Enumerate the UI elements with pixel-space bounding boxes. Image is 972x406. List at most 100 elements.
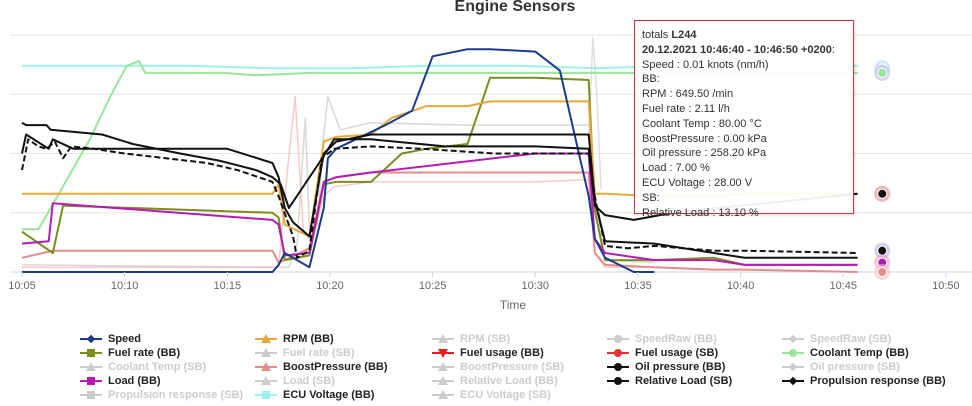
legend-label: ECU Voltage (BB) bbox=[283, 389, 375, 401]
legend-item[interactable]: Oil pressure (BB) bbox=[607, 360, 725, 374]
legend-label: Load (BB) bbox=[108, 375, 161, 387]
legend-item[interactable]: ECU Voltage (SB) bbox=[432, 388, 551, 402]
legend-item[interactable]: SpeedRaw (BB) bbox=[607, 332, 717, 346]
series-layer bbox=[21, 36, 858, 273]
series-line-rpm-sb[interactable] bbox=[587, 36, 602, 190]
legend-item[interactable]: RPM (SB) bbox=[432, 332, 510, 346]
legend-label: Coolant Temp (BB) bbox=[810, 347, 909, 359]
triangle-marker-icon bbox=[255, 375, 277, 387]
diamond-marker-icon bbox=[782, 375, 804, 387]
hover-marker bbox=[877, 67, 888, 78]
legend-item[interactable]: Coolant Temp (BB) bbox=[782, 346, 909, 360]
legend-label: Fuel usage (BB) bbox=[460, 347, 544, 359]
tooltip-line: BB: bbox=[642, 73, 660, 86]
triangle-marker-icon bbox=[432, 361, 454, 373]
series-line-propulsion-response-bb[interactable] bbox=[21, 138, 858, 259]
series-line-fuel-rate-bb[interactable] bbox=[21, 76, 858, 266]
x-tick-label: 10:15 bbox=[214, 280, 242, 292]
legend-item[interactable]: BoostPressure (BB) bbox=[255, 360, 388, 374]
legend-label: SpeedRaw (SB) bbox=[810, 333, 892, 345]
tooltip-line: Relative Load : 13.10 % bbox=[642, 206, 759, 219]
diamond-marker-icon bbox=[782, 333, 804, 345]
tooltip-line: totals L244 bbox=[642, 29, 697, 41]
chart-title: Engine Sensors bbox=[454, 0, 576, 15]
series-line-coolant-temp-bb[interactable] bbox=[22, 60, 858, 231]
legend-item[interactable]: BoostPressure (SB) bbox=[432, 360, 564, 374]
legend-item[interactable]: Fuel usage (SB) bbox=[607, 346, 718, 360]
tooltip-line: ECU Voltage : 28.00 V bbox=[642, 176, 753, 189]
legend-item[interactable]: ECU Voltage (BB) bbox=[255, 388, 374, 402]
legend-label: Oil pressure (BB) bbox=[635, 361, 726, 373]
x-tick-label: 10:25 bbox=[419, 280, 447, 292]
diamond-marker-icon bbox=[80, 333, 102, 345]
x-tick-label: 10:45 bbox=[829, 280, 857, 292]
legend-label: Load (SB) bbox=[283, 375, 335, 387]
series-line-speed[interactable] bbox=[22, 48, 655, 273]
tooltip-line: RPM : 649.50 /min bbox=[642, 88, 734, 101]
legend-label: BoostPressure (SB) bbox=[460, 361, 564, 373]
circle-marker-icon bbox=[607, 333, 629, 345]
legend-item[interactable]: Relative Load (BB) bbox=[432, 374, 558, 388]
x-tick-label: 10:30 bbox=[522, 280, 550, 292]
x-axis-label: Time bbox=[500, 298, 527, 312]
legend-item[interactable]: Fuel usage (BB) bbox=[432, 346, 544, 360]
triangle-marker-icon bbox=[255, 333, 277, 345]
legend-label: Propulsion response (SB) bbox=[108, 389, 244, 401]
legend-item[interactable]: Coolant Temp (SB) bbox=[80, 360, 206, 374]
diamond-marker-icon bbox=[782, 361, 804, 373]
hover-marker bbox=[877, 245, 888, 256]
legend-item[interactable]: SpeedRaw (SB) bbox=[782, 332, 891, 346]
legend-label: ECU Voltage (SB) bbox=[460, 389, 551, 401]
series-line-load-bb[interactable] bbox=[21, 152, 858, 266]
square-marker-icon bbox=[80, 347, 102, 359]
hover-markers bbox=[874, 60, 891, 280]
legend-item[interactable]: Fuel rate (BB) bbox=[80, 346, 180, 360]
hover-marker bbox=[877, 267, 888, 277]
legend-label: Relative Load (SB) bbox=[635, 375, 733, 387]
circle-marker-icon bbox=[607, 361, 629, 373]
tooltip-line: Load : 7.00 % bbox=[642, 162, 710, 175]
legend-item[interactable]: Propulsion response (SB) bbox=[80, 388, 243, 402]
legend-item[interactable]: Load (SB) bbox=[255, 374, 335, 388]
hover-marker bbox=[877, 188, 888, 199]
square-marker-icon bbox=[255, 389, 277, 401]
triangle-marker-icon bbox=[432, 375, 454, 387]
triangle-marker-icon bbox=[255, 347, 277, 359]
legend-item[interactable]: Relative Load (SB) bbox=[607, 374, 732, 388]
line-chart: 10:05 10:10 10:15 10:20 10:25 10:30 10:35 10:40… bbox=[8, 34, 972, 312]
square-marker-icon bbox=[80, 375, 102, 387]
legend-label: BoostPressure (BB) bbox=[283, 361, 388, 373]
triangle-marker-icon bbox=[432, 333, 454, 345]
legend-item[interactable]: Oil pressure (SB) bbox=[782, 360, 900, 374]
legend-item[interactable]: Load (BB) bbox=[80, 374, 161, 388]
legend-label: Propulsion response (BB) bbox=[810, 375, 946, 387]
triangle-marker-icon bbox=[255, 361, 277, 373]
triangle-marker-icon bbox=[80, 361, 102, 373]
legend-label: Oil pressure (SB) bbox=[810, 361, 900, 373]
legend-label: Coolant Temp (SB) bbox=[108, 361, 207, 373]
tooltip-line: 20.12.2021 10:46:40 - 10:46:50 +0200: bbox=[642, 43, 835, 56]
tooltip-line: Coolant Temp : 80.00 °C bbox=[642, 117, 762, 130]
legend-item[interactable]: RPM (BB) bbox=[255, 332, 334, 346]
chart-legend: Speed RPM (BB) RPM (SB) SpeedRaw (BB) SpeedR… bbox=[0, 330, 972, 406]
legend-label: Speed bbox=[108, 333, 142, 345]
legend-item[interactable]: Propulsion response (BB) bbox=[782, 374, 946, 388]
x-tick-label: 10:35 bbox=[624, 280, 652, 292]
x-tick-label: 10:10 bbox=[111, 280, 139, 292]
x-tick-label: 10:20 bbox=[316, 280, 344, 292]
legend-label: Fuel usage (SB) bbox=[635, 347, 719, 359]
tooltip-line: Oil pressure : 258.20 kPa bbox=[642, 147, 767, 160]
legend-label: Fuel rate (BB) bbox=[108, 347, 181, 359]
legend-label: Relative Load (BB) bbox=[460, 375, 558, 387]
circle-marker-icon bbox=[607, 347, 629, 359]
tooltip-line: Speed : 0.01 knots (nm/h) bbox=[642, 58, 769, 71]
tooltip-line: Fuel rate : 2.11 l/h bbox=[642, 102, 730, 115]
circle-marker-icon bbox=[607, 375, 629, 387]
legend-item[interactable]: Speed bbox=[80, 332, 141, 346]
square-marker-icon bbox=[80, 389, 102, 401]
x-tick-label: 10:50 bbox=[932, 280, 960, 292]
legend-item[interactable]: Fuel rate (SB) bbox=[255, 346, 355, 360]
legend-label: SpeedRaw (BB) bbox=[635, 333, 717, 345]
x-tick-label: 10:05 bbox=[8, 280, 36, 292]
x-axis: 10:05 10:10 10:15 10:20 10:25 10:30 10:35 10:40… bbox=[8, 272, 960, 292]
